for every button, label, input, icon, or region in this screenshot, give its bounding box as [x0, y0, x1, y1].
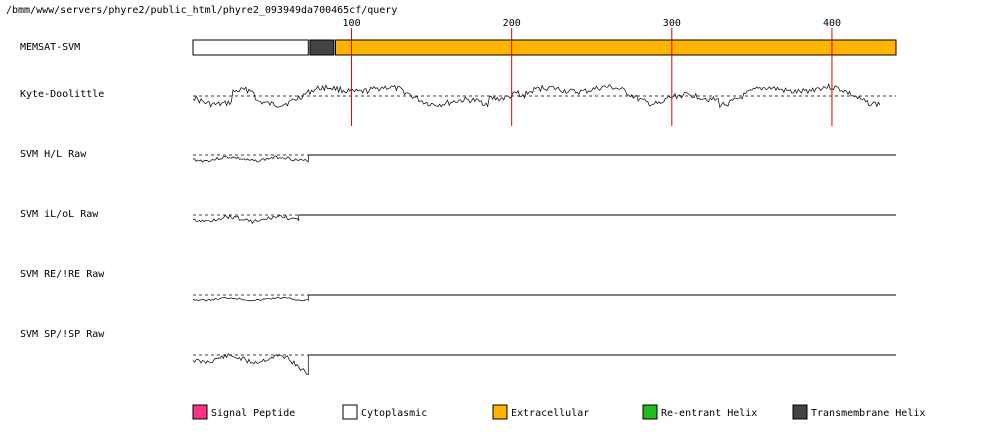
track-label-ilol: SVM iL/oL Raw [20, 209, 99, 220]
memsat-segment-extracellular [335, 39, 897, 56]
legend-label-re-entrant-helix: Re-entrant Helix [661, 408, 757, 419]
legend-swatch-transmembrane-helix [792, 404, 808, 420]
ruler-tick-200: 200 [503, 18, 521, 29]
legend-swatch-signal-peptide [192, 404, 208, 420]
legend-swatch-cytoplasmic [342, 404, 358, 420]
svm-ilol-trace [192, 214, 300, 224]
legend-swatch-re-entrant-helix [642, 404, 658, 420]
svm-hl-trace [193, 155, 309, 163]
track-label-hl: SVM H/L Raw [20, 149, 87, 160]
legend-label-signal-peptide: Signal Peptide [211, 408, 295, 419]
ruler-tick-300: 300 [663, 18, 681, 29]
memsat-segment-transmembrane-helix [309, 39, 335, 56]
legend-label-transmembrane-helix: Transmembrane Helix [811, 408, 925, 419]
ruler-tick-100: 100 [343, 18, 361, 29]
kyte-doolittle-trace [192, 83, 881, 109]
track-label-spisp: SVM SP/!SP Raw [20, 329, 105, 340]
track-label-reire: SVM RE/!RE Raw [20, 269, 105, 280]
svm-reire-trace [192, 295, 309, 302]
memsat-segment-cytoplasmic [192, 39, 309, 56]
legend-swatch-extracellular [492, 404, 508, 420]
legend-label-cytoplasmic: Cytoplasmic [361, 408, 427, 419]
legend-label-extracellular: Extracellular [511, 408, 589, 419]
svm-spisp-trace [192, 353, 309, 375]
ruler-tick-400: 400 [823, 18, 841, 29]
track-label-memsat: MEMSAT-SVM [20, 42, 80, 53]
track-label-kyte: Kyte-Doolittle [20, 89, 104, 100]
header-path: /bmm/www/servers/phyre2/public_html/phyr… [6, 5, 398, 16]
